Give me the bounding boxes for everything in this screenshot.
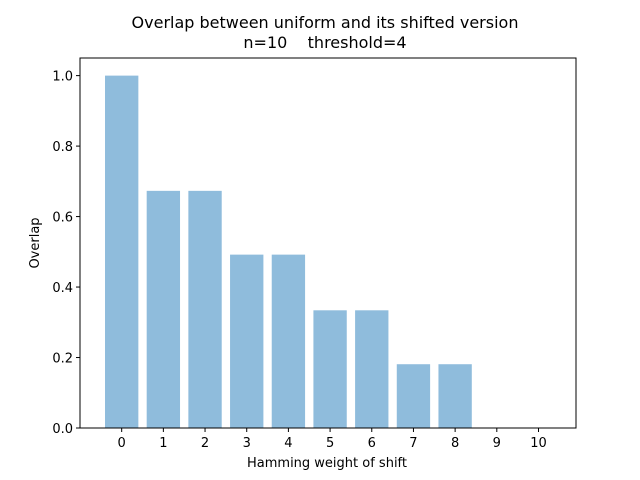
bars-group [105,75,472,428]
y-tick-label-0.8: 0.8 [52,140,73,155]
bar-7 [396,364,431,428]
bar-4 [271,254,306,428]
chart-title-line-2: n=10 threshold=4 [243,33,406,52]
x-tick-label-3: 3 [243,436,251,451]
x-tick-label-10: 10 [530,436,547,451]
x-tick-label-2: 2 [201,436,209,451]
y-tick-label-0.2: 0.2 [52,352,73,367]
x-tick-label-4: 4 [284,436,292,451]
plot-frame [79,57,577,429]
x-axis-ticks: 0 1 2 3 4 5 6 7 8 9 10 [118,428,547,451]
x-tick-label-1: 1 [159,436,167,451]
y-tick-label-0.4: 0.4 [52,281,73,296]
x-tick-label-0: 0 [118,436,126,451]
y-tick-label-0.0: 0.0 [52,422,73,437]
y-axis-ticks: 0.0 0.2 0.4 0.6 0.8 1.0 [52,70,80,437]
x-axis-label: Hamming weight of shift [247,456,407,471]
x-tick-label-9: 9 [493,436,501,451]
x-tick-label-8: 8 [451,436,459,451]
y-tick-label-1.0: 1.0 [52,70,73,85]
bar-1 [146,190,181,428]
x-tick-label-5: 5 [326,436,334,451]
bar-5 [313,310,347,428]
chart-title-line-1: Overlap between uniform and its shifted … [132,13,519,32]
bar-3 [230,254,264,428]
y-axis-label: Overlap [28,217,43,268]
y-tick-label-0.6: 0.6 [52,211,73,226]
bar-6 [355,310,389,428]
x-tick-label-6: 6 [368,436,376,451]
x-tick-label-7: 7 [409,436,417,451]
bar-2 [188,190,222,428]
bar-0 [105,75,139,428]
bar-8 [438,364,472,428]
